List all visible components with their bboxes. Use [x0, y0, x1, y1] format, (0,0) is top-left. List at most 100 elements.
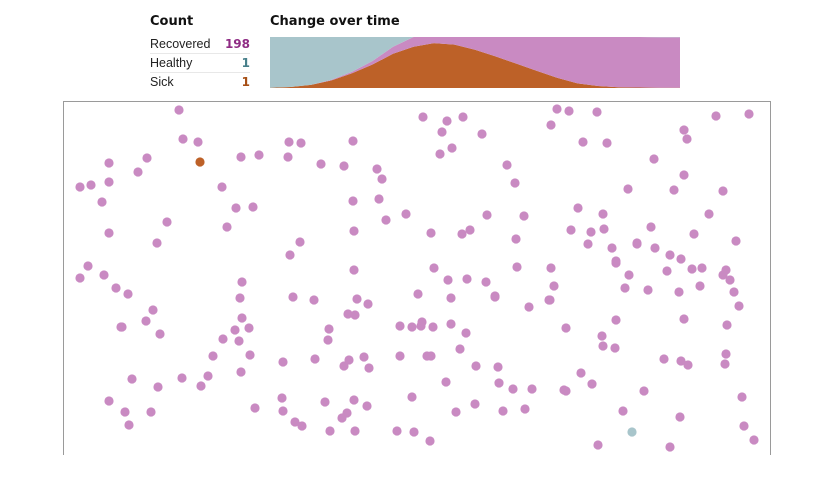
person-dot-sick	[195, 157, 205, 167]
person-dot-recovered	[546, 120, 556, 130]
person-dot-recovered	[624, 270, 634, 280]
person-dot-recovered	[364, 363, 374, 373]
person-dot-recovered	[462, 274, 472, 284]
person-dot-recovered	[250, 403, 260, 413]
person-dot-recovered	[689, 229, 699, 239]
person-dot-recovered	[620, 283, 630, 293]
person-dot-recovered	[316, 159, 326, 169]
person-dot-recovered	[177, 373, 187, 383]
person-dot-recovered	[426, 228, 436, 238]
person-dot-recovered	[607, 243, 617, 253]
person-dot-recovered	[104, 396, 114, 406]
person-dot-recovered	[527, 384, 537, 394]
person-dot-recovered	[508, 384, 518, 394]
person-dot-recovered	[494, 378, 504, 388]
person-dot-recovered	[248, 202, 258, 212]
person-dot-recovered	[564, 106, 574, 116]
person-dot-recovered	[428, 322, 438, 332]
person-dot-recovered	[471, 361, 481, 371]
person-dot-recovered	[236, 152, 246, 162]
person-dot-recovered	[407, 392, 417, 402]
person-dot-recovered	[75, 273, 85, 283]
person-dot-recovered	[721, 265, 731, 275]
person-dot-recovered	[446, 293, 456, 303]
person-dot-recovered	[437, 127, 447, 137]
person-dot-recovered	[578, 137, 588, 147]
person-dot-recovered	[235, 293, 245, 303]
person-dot-recovered	[374, 194, 384, 204]
person-dot-recovered	[222, 222, 232, 232]
person-dot-recovered	[325, 426, 335, 436]
person-dot-recovered	[731, 236, 741, 246]
person-dot-recovered	[348, 196, 358, 206]
person-dot-recovered	[339, 161, 349, 171]
person-dot-recovered	[395, 321, 405, 331]
count-value-recovered: 198	[224, 37, 250, 51]
person-dot-recovered	[141, 316, 151, 326]
person-dot-recovered	[639, 386, 649, 396]
person-dot-recovered	[669, 185, 679, 195]
count-row-sick: Sick 1	[150, 73, 250, 91]
person-dot-recovered	[395, 351, 405, 361]
person-dot-recovered	[350, 310, 360, 320]
count-row-recovered: Recovered 198	[150, 35, 250, 54]
person-dot-recovered	[470, 399, 480, 409]
count-row-healthy: Healthy 1	[150, 54, 250, 73]
count-value-healthy: 1	[241, 56, 250, 70]
person-dot-recovered	[377, 174, 387, 184]
person-dot-recovered	[425, 436, 435, 446]
person-dot-recovered	[451, 407, 461, 417]
person-dot-recovered	[442, 116, 452, 126]
person-dot-recovered	[155, 329, 165, 339]
person-dot-recovered	[729, 287, 739, 297]
person-dot-recovered	[310, 354, 320, 364]
person-dot-recovered	[413, 289, 423, 299]
person-dot-recovered	[561, 323, 571, 333]
person-dot-recovered	[599, 224, 609, 234]
person-dot-recovered	[676, 254, 686, 264]
person-dot-recovered	[349, 226, 359, 236]
person-dot-recovered	[665, 442, 675, 452]
person-dot-recovered	[632, 239, 642, 249]
person-dot-recovered	[348, 136, 358, 146]
person-dot-recovered	[650, 243, 660, 253]
count-label-healthy: Healthy	[150, 56, 193, 70]
person-dot-recovered	[725, 275, 735, 285]
person-dot-recovered	[465, 225, 475, 235]
person-dot-recovered	[559, 385, 569, 395]
person-dot-recovered	[502, 160, 512, 170]
person-dot-recovered	[493, 362, 503, 372]
person-dot-recovered	[217, 182, 227, 192]
person-dot-recovered	[675, 412, 685, 422]
count-table: Recovered 198 Healthy 1 Sick 1	[150, 35, 250, 91]
person-dot-recovered	[498, 406, 508, 416]
area-recovered	[270, 37, 680, 88]
person-dot-recovered	[342, 408, 352, 418]
person-dot-recovered	[392, 426, 402, 436]
person-dot-recovered	[152, 238, 162, 248]
person-dot-recovered	[511, 234, 521, 244]
person-dot-recovered	[83, 261, 93, 271]
person-dot-recovered	[739, 421, 749, 431]
person-dot-recovered	[429, 263, 439, 273]
person-dot-recovered	[401, 209, 411, 219]
person-dot-recovered	[362, 401, 372, 411]
person-dot-recovered	[611, 256, 621, 266]
person-dot-recovered	[461, 328, 471, 338]
person-dot-recovered	[721, 349, 731, 359]
person-dot-recovered	[278, 357, 288, 367]
person-dot-recovered	[441, 377, 451, 387]
person-dot-recovered	[296, 138, 306, 148]
person-dot-recovered	[178, 134, 188, 144]
person-dot-recovered	[722, 320, 732, 330]
person-dot-recovered	[646, 222, 656, 232]
person-dot-recovered	[676, 356, 686, 366]
person-dot-recovered	[623, 184, 633, 194]
person-dot-recovered	[127, 374, 137, 384]
count-label-sick: Sick	[150, 75, 174, 89]
person-dot-recovered	[245, 350, 255, 360]
person-dot-recovered	[193, 137, 203, 147]
person-dot-recovered	[610, 343, 620, 353]
person-dot-recovered	[174, 105, 184, 115]
person-dot-recovered	[697, 263, 707, 273]
